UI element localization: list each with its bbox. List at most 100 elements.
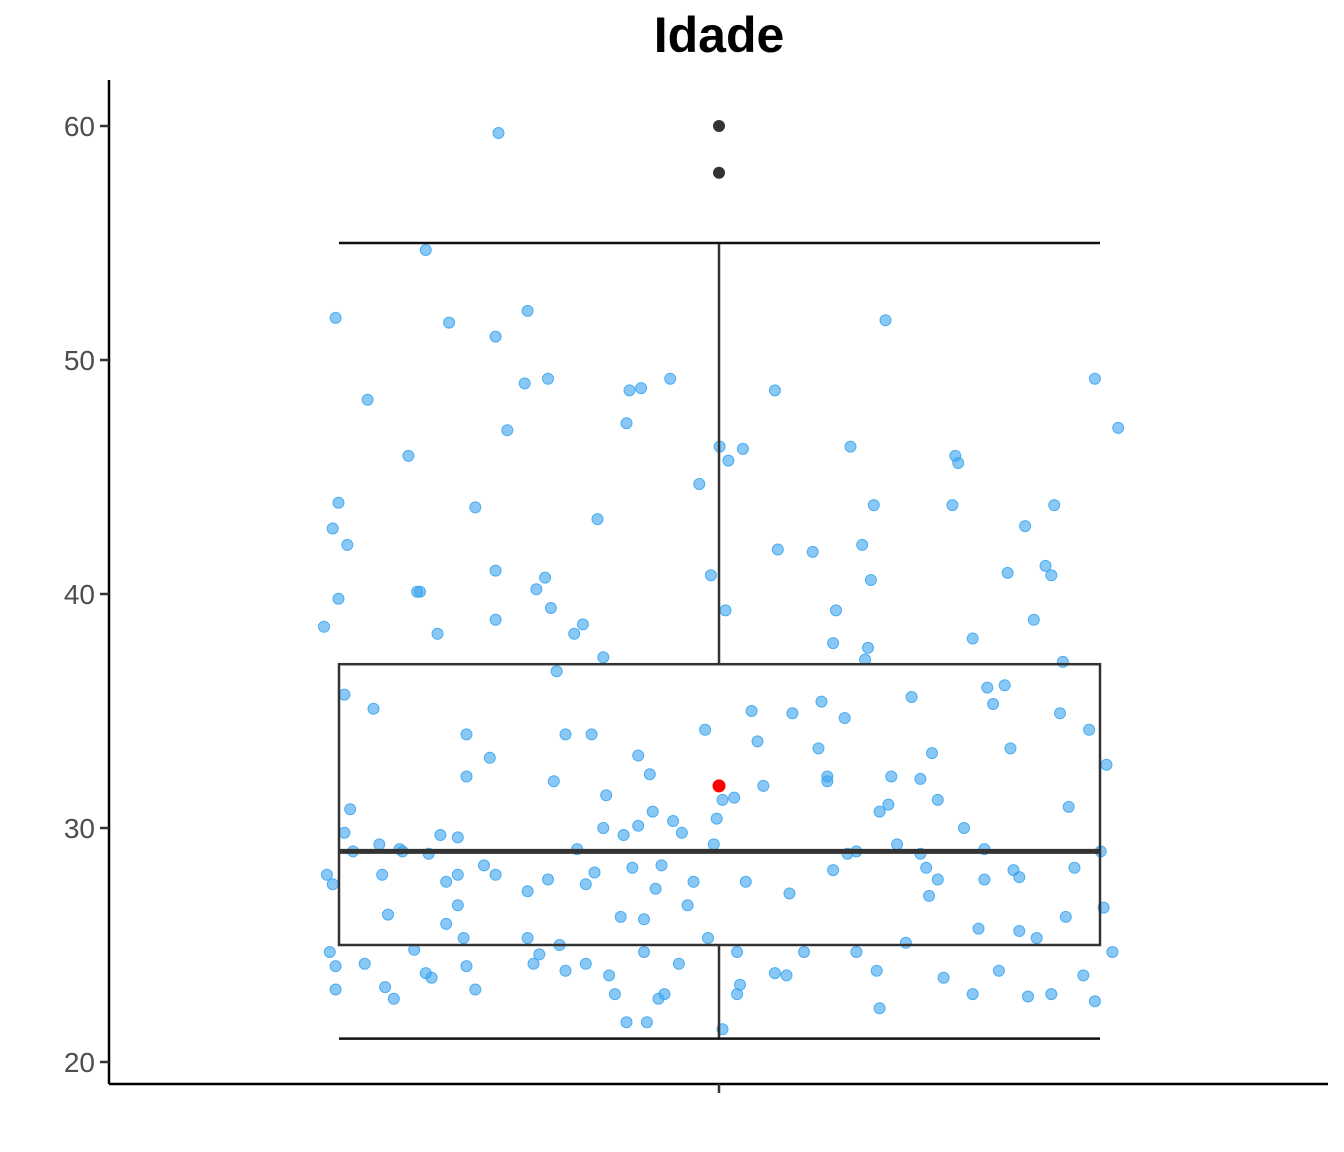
data-point <box>798 946 810 958</box>
y-tick-label: 50 <box>64 345 95 376</box>
data-point <box>632 819 645 832</box>
data-point <box>434 829 447 841</box>
data-point <box>547 775 560 788</box>
data-point <box>751 735 764 748</box>
data-point <box>414 585 426 598</box>
data-point <box>559 728 572 741</box>
data-point <box>731 946 744 958</box>
data-point <box>827 637 840 650</box>
data-point <box>655 859 668 872</box>
data-point <box>812 742 825 755</box>
data-point <box>844 440 857 453</box>
data-point <box>998 679 1011 692</box>
data-point <box>1062 800 1075 813</box>
data-point <box>542 873 554 886</box>
data-point <box>914 772 927 785</box>
data-point <box>987 698 1000 710</box>
data-point <box>920 861 933 874</box>
data-point <box>460 728 473 741</box>
data-point <box>745 705 758 717</box>
data-point <box>768 384 781 397</box>
data-point <box>469 501 482 514</box>
data-point <box>530 583 543 596</box>
data-point <box>664 372 677 385</box>
data-point <box>489 330 502 343</box>
outlier-point <box>713 166 725 179</box>
data-point <box>783 887 796 900</box>
data-point <box>838 712 851 724</box>
mean-point <box>712 779 726 793</box>
data-point <box>806 545 819 558</box>
data-point <box>425 971 438 984</box>
data-point <box>443 316 456 329</box>
data-point <box>320 868 333 881</box>
data-point <box>891 838 904 851</box>
data-point <box>623 384 636 397</box>
data-point <box>568 627 581 640</box>
data-point <box>379 981 392 994</box>
data-point <box>638 946 650 958</box>
data-point <box>681 899 694 912</box>
data-point <box>469 983 482 996</box>
data-point <box>576 618 589 631</box>
data-point <box>952 457 965 469</box>
data-point <box>1100 758 1113 771</box>
data-point <box>687 875 700 888</box>
data-point <box>757 779 770 792</box>
data-point <box>731 988 744 1001</box>
data-point <box>329 311 342 324</box>
data-point <box>431 627 444 640</box>
data-point <box>373 838 386 851</box>
data-point <box>489 868 502 881</box>
data-point <box>597 822 610 834</box>
data-point <box>716 793 729 806</box>
data-point <box>923 889 936 902</box>
data-point <box>768 967 781 980</box>
data-point <box>702 932 714 944</box>
data-point <box>873 1002 886 1015</box>
data-point <box>544 602 557 614</box>
data-point <box>542 372 554 385</box>
data-point <box>719 604 732 617</box>
data-point <box>885 770 898 783</box>
data-point <box>361 393 374 406</box>
data-point <box>780 969 793 982</box>
data-point <box>492 127 505 139</box>
data-point <box>332 496 345 509</box>
data-point <box>1027 613 1040 626</box>
data-point <box>850 946 863 958</box>
iqr-box <box>337 662 1102 947</box>
data-point <box>862 641 874 654</box>
data-point <box>879 314 892 327</box>
data-point <box>597 651 610 664</box>
data-point <box>693 478 706 490</box>
data-point <box>704 569 717 582</box>
data-point <box>457 932 470 944</box>
data-point <box>1106 946 1119 958</box>
data-point <box>728 791 741 804</box>
data-point <box>873 805 886 818</box>
data-point <box>376 868 389 881</box>
data-point <box>667 815 680 827</box>
data-point <box>620 1016 633 1029</box>
data-point <box>382 908 394 921</box>
data-point <box>966 632 979 645</box>
data-point <box>899 936 912 949</box>
data-point <box>460 770 473 783</box>
data-point <box>527 957 540 970</box>
data-point <box>926 747 938 760</box>
data-point <box>603 969 616 982</box>
data-point <box>856 538 869 551</box>
data-point <box>905 691 918 703</box>
data-point <box>1019 520 1032 533</box>
data-point <box>739 875 752 888</box>
data-point <box>972 922 985 935</box>
data-point <box>978 873 991 886</box>
data-point <box>931 793 944 806</box>
data-point <box>318 620 330 633</box>
data-point <box>358 957 371 970</box>
data-point <box>646 805 659 818</box>
data-point <box>638 913 650 926</box>
data-point <box>937 971 950 984</box>
